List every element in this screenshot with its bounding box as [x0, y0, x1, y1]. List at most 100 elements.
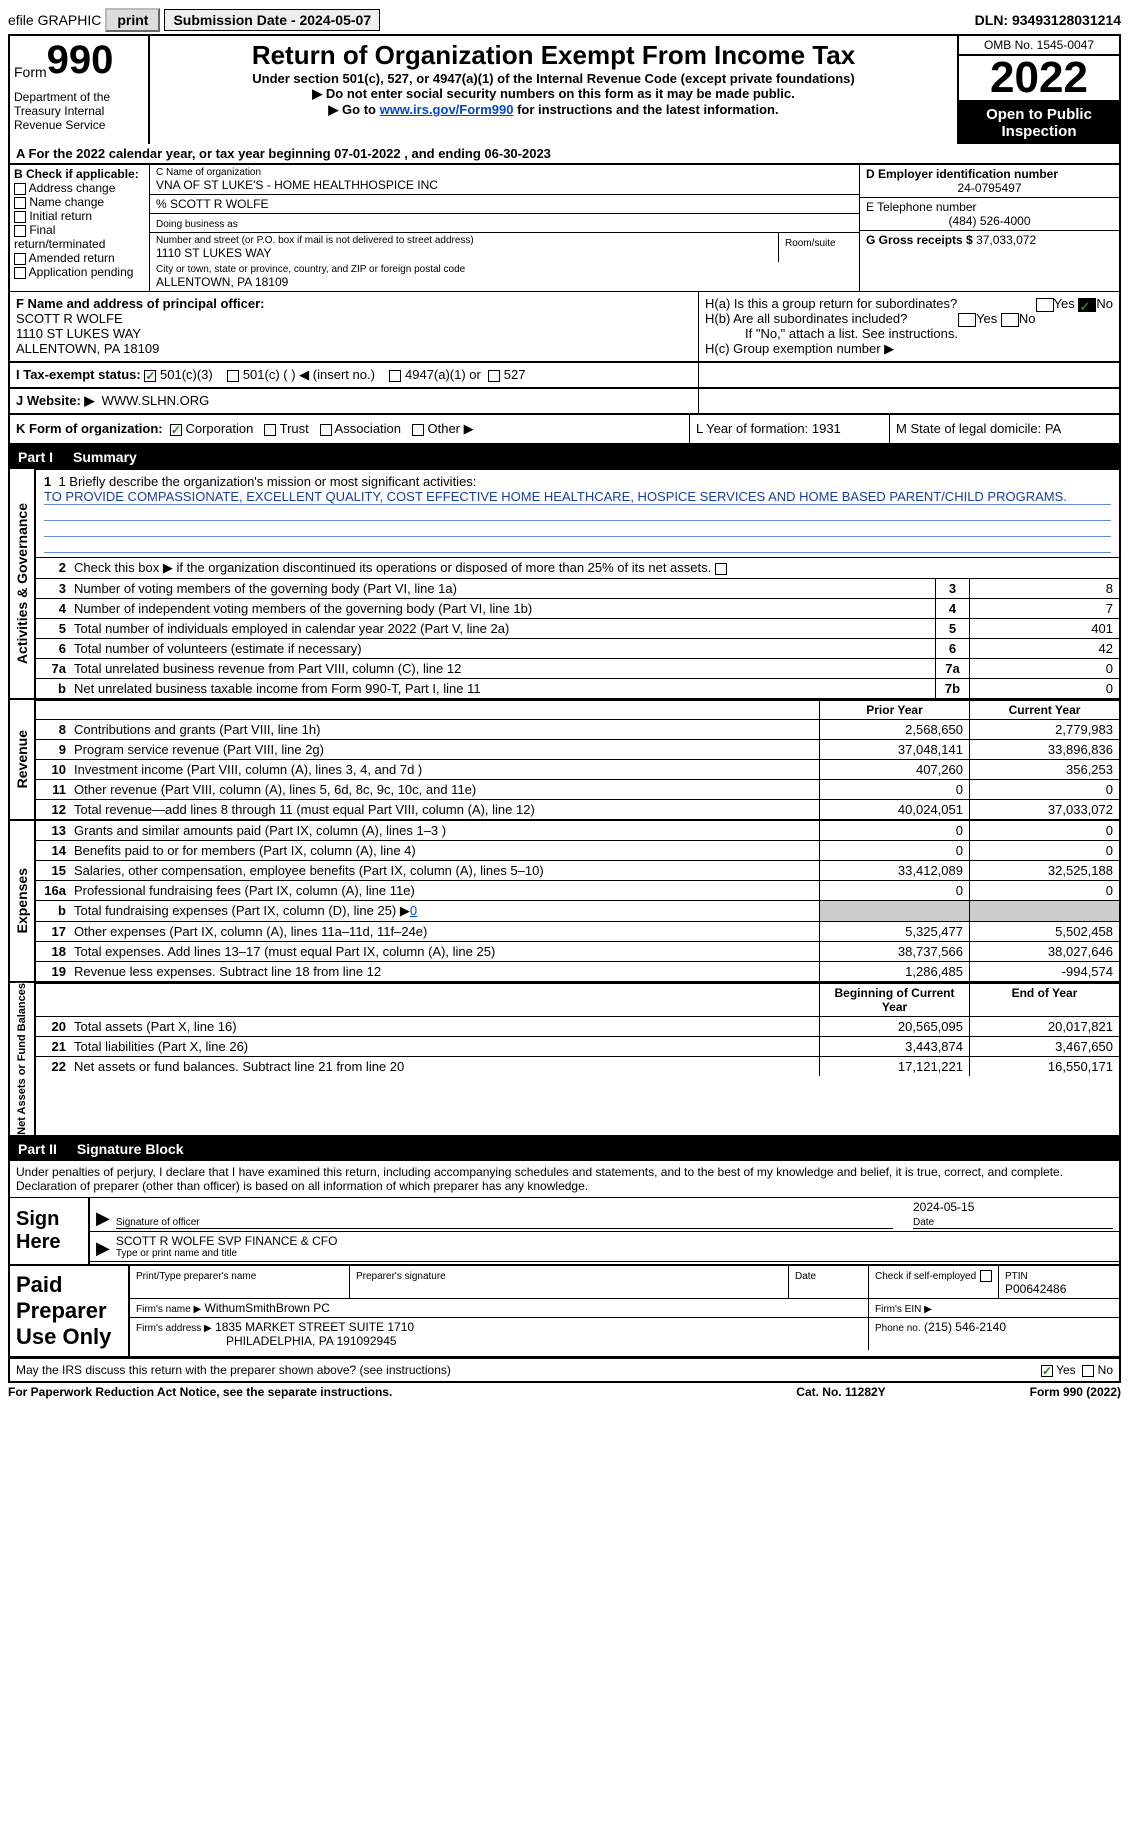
l9-p: 37,048,141	[819, 740, 969, 759]
rowj-label: J Website: ▶	[16, 393, 94, 408]
ptin-value: P00642486	[1005, 1282, 1066, 1296]
cb-discontinued[interactable]	[715, 563, 727, 575]
irs-link[interactable]: www.irs.gov/Form990	[380, 102, 514, 117]
tax-status-row: I Tax-exempt status: 501(c)(3) 501(c) ( …	[8, 363, 1121, 389]
boxc-name-label: C Name of organization	[156, 167, 853, 178]
l10-p: 407,260	[819, 760, 969, 779]
l21-text: Total liabilities (Part X, line 26)	[70, 1037, 819, 1056]
l6-text: Total number of volunteers (estimate if …	[70, 639, 935, 658]
hb-no[interactable]	[1001, 313, 1019, 327]
cb-other[interactable]	[412, 424, 424, 436]
cb-address-change[interactable]	[14, 183, 26, 195]
form-of-org-row: K Form of organization: Corporation Trus…	[8, 415, 1121, 445]
hb-label: H(b) Are all subordinates included?	[705, 311, 907, 326]
gross-value: 37,033,072	[976, 233, 1036, 247]
officer-name-title: SCOTT R WOLFE SVP FINANCE & CFO	[116, 1234, 1113, 1248]
cb-selfemployed[interactable]	[980, 1270, 992, 1282]
print-button[interactable]: print	[105, 8, 160, 32]
cb-4947[interactable]	[389, 370, 401, 382]
ha-no[interactable]	[1078, 298, 1096, 312]
cb-501c[interactable]	[227, 370, 239, 382]
l11-p: 0	[819, 780, 969, 799]
form-page-footer: Form 990 (2022)	[941, 1385, 1121, 1399]
cb-initial[interactable]	[14, 211, 26, 223]
cb-501c3[interactable]	[144, 370, 156, 382]
l9-c: 33,896,836	[969, 740, 1119, 759]
cb-amended[interactable]	[14, 253, 26, 265]
phone-value: (215) 546-2140	[924, 1320, 1006, 1334]
dept-label: Department of the Treasury Internal Reve…	[14, 90, 144, 132]
cb-pending[interactable]	[14, 267, 26, 279]
l15-p: 33,412,089	[819, 861, 969, 880]
pra-notice: For Paperwork Reduction Act Notice, see …	[8, 1385, 741, 1399]
cat-no: Cat. No. 11282Y	[741, 1385, 941, 1399]
sign-here-label: Sign Here	[10, 1198, 90, 1264]
l16b-text: Total fundraising expenses (Part IX, col…	[74, 903, 410, 918]
efile-label: efile GRAPHIC	[8, 12, 101, 28]
l7a-val: 0	[969, 659, 1119, 678]
opt-527: 527	[504, 367, 526, 382]
cb-discuss-yes[interactable]	[1041, 1365, 1053, 1377]
l11-text: Other revenue (Part VIII, column (A), li…	[70, 780, 819, 799]
opt-corp: Corporation	[185, 421, 253, 436]
l18-p: 38,737,566	[819, 942, 969, 961]
dba-label: Doing business as	[156, 219, 238, 230]
hb-yes[interactable]	[958, 313, 976, 327]
boxf-label: F Name and address of principal officer:	[16, 296, 692, 311]
side-expenses: Expenses	[14, 868, 30, 933]
mission-label: 1 Briefly describe the organization's mi…	[58, 474, 476, 489]
ha-yes-lbl: Yes	[1054, 296, 1075, 311]
part2-no: Part II	[18, 1141, 57, 1157]
firm-addr-lbl: Firm's address ▶	[136, 1323, 212, 1334]
note-nosocial: ▶ Do not enter social security numbers o…	[156, 86, 951, 102]
opt-4947: 4947(a)(1) or	[405, 367, 481, 382]
part1-no: Part I	[18, 449, 53, 465]
sig-date: 2024-05-15	[913, 1200, 974, 1214]
l16b-c	[969, 901, 1119, 921]
l13-text: Grants and similar amounts paid (Part IX…	[70, 821, 819, 840]
l16b-val[interactable]: 0	[410, 903, 417, 918]
cb-name-change[interactable]	[14, 197, 26, 209]
perjury-declaration: Under penalties of perjury, I declare th…	[10, 1161, 1119, 1198]
cb-assoc[interactable]	[320, 424, 332, 436]
cb-discuss-no[interactable]	[1082, 1365, 1094, 1377]
l13-c: 0	[969, 821, 1119, 840]
sig-officer-lbl: Signature of officer	[116, 1217, 200, 1228]
ha-label: H(a) Is this a group return for subordin…	[705, 296, 957, 311]
l6-val: 42	[969, 639, 1119, 658]
dln-label: DLN: 93493128031214	[975, 12, 1121, 28]
l5-text: Total number of individuals employed in …	[70, 619, 935, 638]
l20-c: 20,017,821	[969, 1017, 1119, 1036]
year-formation: L Year of formation: 1931	[689, 415, 889, 443]
ha-no-lbl: No	[1096, 296, 1113, 311]
submission-date: Submission Date - 2024-05-07	[164, 9, 380, 31]
part1-header: Part I Summary	[8, 445, 1121, 469]
l16a-c: 0	[969, 881, 1119, 900]
mission-text: TO PROVIDE COMPASSIONATE, EXCELLENT QUAL…	[44, 489, 1111, 505]
tel-label: E Telephone number	[866, 200, 1113, 214]
cb-corp[interactable]	[170, 424, 182, 436]
l7a-text: Total unrelated business revenue from Pa…	[70, 659, 935, 678]
cb-527[interactable]	[488, 370, 500, 382]
officer-name: SCOTT R WOLFE	[16, 311, 692, 326]
form-number: 990	[47, 40, 114, 80]
org-name: VNA OF ST LUKE'S - HOME HEALTHHOSPICE IN…	[156, 178, 853, 192]
l17-c: 5,502,458	[969, 922, 1119, 941]
l9-text: Program service revenue (Part VIII, line…	[70, 740, 819, 759]
officer-addr2: ALLENTOWN, PA 18109	[16, 341, 692, 356]
gross-label: G Gross receipts $	[866, 233, 973, 247]
l4-text: Number of independent voting members of …	[70, 599, 935, 618]
paid-preparer-label: Paid Preparer Use Only	[10, 1266, 130, 1356]
opt-trust: Trust	[280, 421, 309, 436]
cb-final[interactable]	[14, 225, 26, 237]
addr-label: Number and street (or P.O. box if mail i…	[156, 235, 772, 246]
ha-yes[interactable]	[1036, 298, 1054, 312]
arrow-icon: ▶	[96, 1208, 110, 1229]
discuss-text: May the IRS discuss this return with the…	[16, 1363, 1041, 1377]
l21-p: 3,443,874	[819, 1037, 969, 1056]
date-lbl: Date	[913, 1217, 934, 1228]
cb-trust[interactable]	[264, 424, 276, 436]
firm-name: WithumSmithBrown PC	[205, 1301, 330, 1315]
part1-title: Summary	[73, 449, 137, 465]
l18-text: Total expenses. Add lines 13–17 (must eq…	[70, 942, 819, 961]
